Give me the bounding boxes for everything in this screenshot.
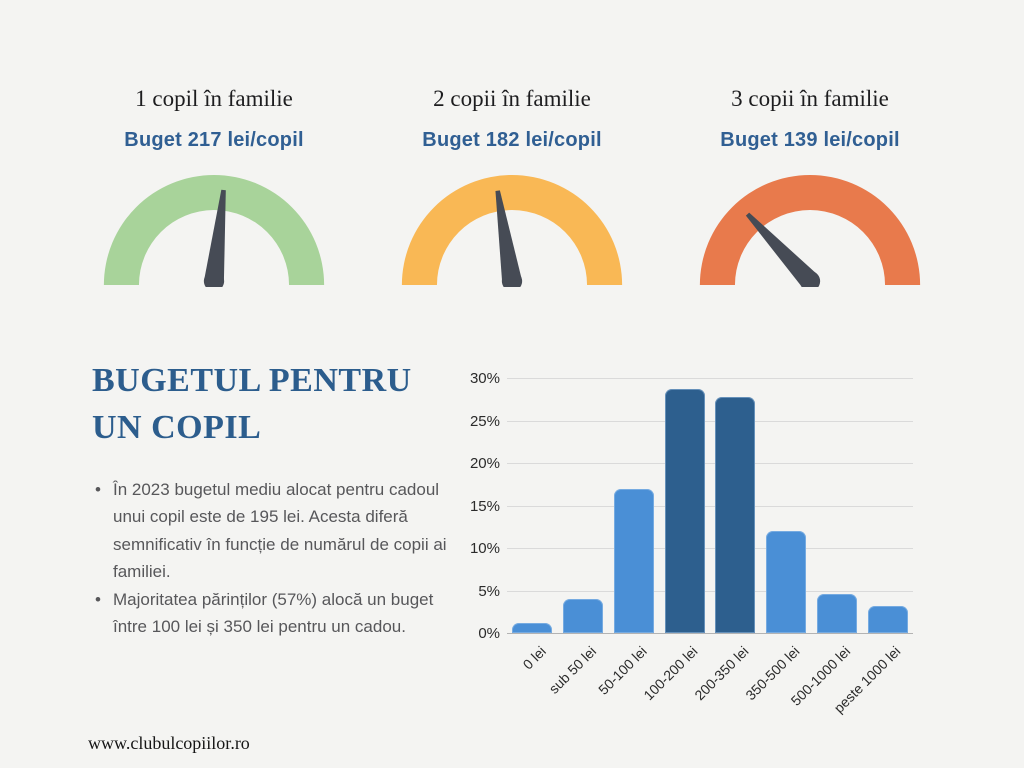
gridline (507, 548, 913, 549)
page-title-line2: UN COPIL (92, 408, 262, 446)
list-item: Majoritatea părinților (57%) alocă un bu… (92, 586, 454, 641)
gauges-row: 1 copil în familie Buget 217 lei/copil 2… (65, 86, 959, 288)
x-axis-tick-label: 200-350 lei (691, 643, 752, 704)
chart-bar (867, 605, 908, 633)
website-url: www.clubulcopiilor.ro (88, 733, 250, 753)
chart-bar (664, 389, 705, 633)
gauge-budget-label: Buget 139 lei/copil (720, 129, 900, 152)
list-item: În 2023 bugetul mediu alocat pentru cado… (92, 476, 454, 586)
chart-bar (512, 622, 553, 633)
gauge-section-3-copii: 3 copii în familie Buget 139 lei/copil (661, 86, 959, 288)
y-axis-tick-label: 20% (469, 455, 500, 472)
y-axis-tick-label: 10% (469, 540, 500, 557)
gauge-meter-icon (103, 175, 325, 288)
gridline (507, 463, 913, 464)
gridline (507, 420, 913, 422)
x-axis-tick-label: 0 lei (519, 643, 549, 673)
gauge-budget-label: Buget 182 lei/copil (422, 129, 602, 152)
gridline (507, 633, 913, 634)
gridline (507, 378, 913, 379)
gauge-title: 3 copii în familie (731, 86, 889, 111)
page-title-line1: BUGETUL PENTRU (92, 362, 412, 399)
y-axis-tick-label: 5% (478, 582, 500, 600)
y-axis-tick-label: 30% (469, 370, 500, 387)
y-axis-tick-label: 15% (469, 497, 500, 515)
chart-bar (766, 531, 807, 633)
gridline (507, 505, 913, 507)
gauge-meter-icon (401, 175, 623, 288)
info-panel: BUGETUL PENTRU UN COPIL În 2023 bugetul … (92, 358, 454, 641)
y-axis-tick-label: 25% (469, 412, 500, 430)
x-axis-tick-label: 100-200 lei (640, 643, 701, 704)
gauge-section-1-copil: 1 copil în familie Buget 217 lei/copil (65, 86, 363, 288)
page-title: BUGETUL PENTRU UN COPIL (92, 358, 454, 452)
key-findings-list: În 2023 bugetul mediu alocat pentru cado… (92, 476, 454, 641)
gridline (507, 590, 913, 592)
x-axis-tick-label: sub 50 lei (545, 643, 600, 697)
gauge-title: 1 copil în familie (135, 86, 293, 111)
gauge-title: 2 copii în familie (433, 86, 591, 111)
chart-bar (715, 396, 756, 633)
chart-bar (563, 599, 604, 633)
y-axis-tick-label: 0% (478, 625, 500, 642)
chart-bar (816, 593, 857, 633)
gauge-section-2-copii: 2 copii în familie Buget 182 lei/copil (363, 86, 661, 288)
gauge-meter-icon (699, 175, 921, 288)
gauge-budget-label: Buget 217 lei/copil (124, 129, 304, 152)
budget-bar-chart: 0% 5% 10% 15% 20% 25% 30% 0 lei sub 50 lei 50-100… (455, 360, 935, 716)
chart-bar (613, 488, 654, 633)
